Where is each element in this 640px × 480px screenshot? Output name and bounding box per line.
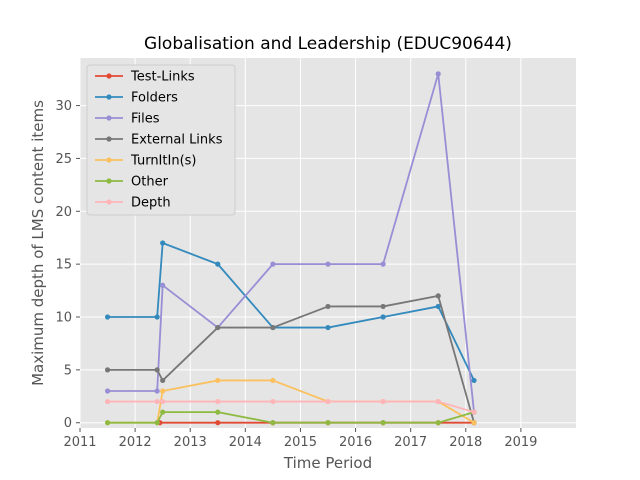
data-point-other	[435, 420, 441, 426]
series-other	[104, 409, 477, 426]
x-axis-label: Time Period	[283, 454, 372, 472]
x-axis-ticks: 2011 2012 2013 2014 2015 2016 2017 2018 2019	[63, 428, 537, 450]
data-point-turnitin-s	[215, 377, 221, 384]
legend-label: Other	[131, 175, 169, 190]
data-point-folders	[215, 261, 221, 267]
data-point-depth	[160, 398, 166, 405]
y-tick-label: 10	[55, 311, 72, 326]
data-point-other	[154, 420, 160, 426]
data-point-depth	[104, 398, 111, 405]
data-point-files	[160, 282, 166, 288]
data-point-turnitin-s	[471, 420, 477, 426]
grid	[79, 58, 576, 428]
data-point-files	[270, 261, 276, 267]
data-point-depth	[215, 398, 221, 405]
data-point-external-links	[270, 324, 276, 331]
y-tick-label: 15	[55, 258, 72, 273]
x-tick-label: 2013	[174, 435, 207, 450]
data-point-files	[435, 71, 441, 77]
data-point-other	[380, 420, 386, 426]
x-tick-label: 2014	[229, 435, 262, 450]
data-point-external-links	[435, 293, 441, 299]
y-tick-label: 20	[55, 205, 72, 220]
data-point-depth	[270, 398, 276, 405]
x-tick-label: 2012	[119, 435, 152, 450]
data-point-folders	[471, 377, 477, 384]
data-point-turnitin-s	[160, 388, 166, 394]
y-tick-label: 0	[64, 416, 72, 431]
data-point-folders	[160, 240, 166, 246]
data-point-external-links	[325, 303, 331, 310]
data-point-external-links	[380, 303, 386, 310]
legend-label: Files	[131, 112, 160, 127]
legend-marker	[106, 94, 112, 100]
data-point-external-links	[160, 377, 166, 384]
legend-marker	[106, 136, 112, 142]
legend-entry: External Links	[95, 133, 223, 148]
y-tick-label: 25	[55, 152, 72, 167]
data-point-other	[215, 409, 221, 415]
series-layer	[104, 71, 477, 426]
data-point-folders	[435, 303, 441, 310]
legend-label: TurnItIn(s)	[130, 154, 196, 169]
data-point-depth	[435, 398, 441, 405]
legend-label: Depth	[131, 196, 171, 211]
data-point-turnitin-s	[270, 377, 276, 384]
series-files	[104, 71, 477, 415]
legend-entry: Files	[95, 112, 160, 127]
legend-marker	[106, 115, 112, 121]
y-axis-ticks: 0 5 10 15 20 25 30	[55, 99, 80, 431]
series-external-links	[104, 293, 477, 426]
x-tick-label: 2019	[504, 435, 537, 450]
data-point-other	[325, 420, 331, 426]
data-point-files	[154, 388, 160, 394]
legend-label: External Links	[131, 133, 223, 148]
series-depth	[104, 398, 477, 415]
data-point-folders	[154, 314, 160, 320]
legend-marker	[106, 199, 112, 205]
data-point-files	[325, 261, 331, 267]
legend-entry: TurnItIn(s)	[95, 154, 196, 169]
data-point-external-links	[104, 367, 111, 373]
legend: Test-Links Folders Files External Links Turn…	[86, 64, 236, 216]
chart-title: Globalisation and Leadership (EDUC90644)	[144, 34, 512, 54]
data-point-depth	[471, 409, 477, 415]
y-axis-label: Maximum depth of LMS content items	[29, 100, 47, 386]
legend-label: Test-Links	[130, 70, 195, 85]
x-tick-label: 2017	[394, 435, 427, 450]
legend-box	[86, 64, 236, 216]
data-point-folders	[104, 314, 111, 320]
data-point-depth	[154, 398, 160, 405]
data-point-other	[160, 409, 166, 415]
legend-entry: Other	[95, 175, 169, 190]
data-point-external-links	[215, 324, 221, 331]
data-point-other	[104, 420, 111, 426]
data-point-external-links	[154, 367, 160, 373]
data-point-files	[380, 261, 386, 267]
data-point-folders	[380, 314, 386, 320]
legend-entry: Folders	[95, 91, 178, 106]
x-tick-label: 2016	[339, 435, 372, 450]
legend-entry: Test-Links	[95, 70, 195, 85]
legend-label: Folders	[131, 91, 178, 106]
legend-marker	[106, 73, 112, 79]
x-tick-label: 2011	[63, 435, 96, 450]
data-point-other	[270, 420, 276, 426]
data-point-depth	[325, 398, 331, 405]
y-tick-label: 30	[55, 99, 72, 114]
legend-marker	[106, 178, 112, 184]
legend-entry: Depth	[95, 196, 171, 211]
x-tick-label: 2015	[284, 435, 317, 450]
data-point-folders	[325, 324, 331, 331]
y-tick-label: 5	[64, 363, 72, 378]
x-tick-label: 2018	[449, 435, 482, 450]
data-point-files	[104, 388, 111, 394]
legend-marker	[106, 157, 112, 163]
data-point-depth	[380, 398, 386, 405]
data-point-test-links	[215, 420, 221, 426]
